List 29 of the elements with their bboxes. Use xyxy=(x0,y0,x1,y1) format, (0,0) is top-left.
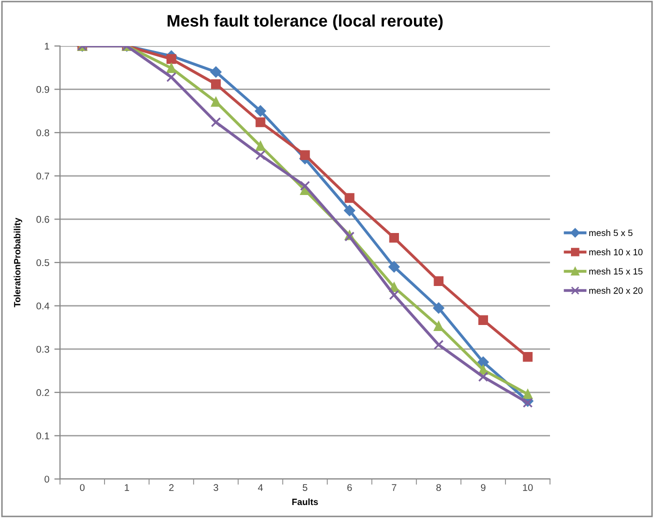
x-axis-title: Faults xyxy=(292,498,318,506)
legend-label: mesh 20 x 20 xyxy=(589,287,643,294)
x-tick-label: 6 xyxy=(347,484,352,491)
x-tick-label: 4 xyxy=(258,484,263,491)
y-tick-label: 0.8 xyxy=(36,129,50,136)
chart-title: Mesh fault tolerance (local reroute) xyxy=(168,14,443,30)
y-tick-label: 0.7 xyxy=(36,172,50,180)
y-tick-label: 0.1 xyxy=(36,432,50,440)
y-tick-label: 0.6 xyxy=(36,216,50,223)
y-tick-label: 0.2 xyxy=(36,389,50,396)
x-tick-label: 9 xyxy=(480,484,486,491)
x-tick-label: 10 xyxy=(523,484,533,491)
x-tick-label: 7 xyxy=(392,484,396,491)
x-tick-label: 0 xyxy=(80,484,85,491)
x-tick-label: 8 xyxy=(436,484,441,491)
y-tick-label: 0 xyxy=(44,476,50,483)
x-tick-label: 5 xyxy=(302,484,308,491)
y-tick-label: 0.5 xyxy=(36,259,50,266)
x-tick-label: 2 xyxy=(169,484,174,491)
y-tick-label: 1 xyxy=(44,42,50,50)
y-tick-label: 0.9 xyxy=(36,86,50,93)
y-axis-title: TolerationProbability xyxy=(14,218,22,308)
x-tick-label: 1 xyxy=(124,484,130,491)
legend-label: mesh 5 x 5 xyxy=(589,229,632,236)
legend-label: mesh 15 x 15 xyxy=(589,268,643,275)
legend-label: mesh 10 x 10 xyxy=(589,248,643,256)
y-tick-label: 0.4 xyxy=(36,302,50,310)
y-tick-label: 0.3 xyxy=(36,346,50,353)
x-tick-label: 3 xyxy=(214,484,218,491)
